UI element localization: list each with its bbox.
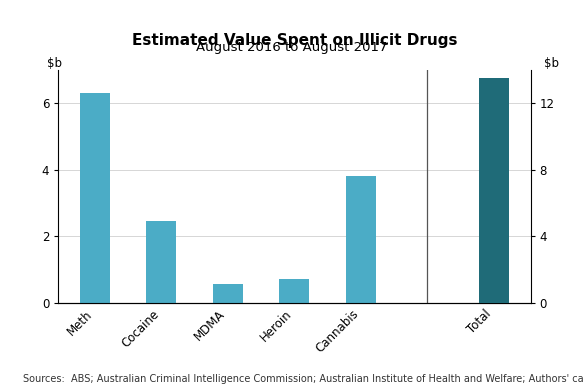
Title: Estimated Value Spent on Illicit Drugs: Estimated Value Spent on Illicit Drugs (132, 33, 457, 48)
Text: Sources:  ABS; Australian Criminal Intelligence Commission; Australian Institute: Sources: ABS; Australian Criminal Intell… (23, 374, 583, 384)
Bar (80, 93, 110, 303)
Text: $b: $b (544, 57, 559, 70)
Bar (479, 78, 509, 303)
Bar (146, 221, 177, 303)
Text: August 2016 to August 2017: August 2016 to August 2017 (196, 41, 387, 54)
Text: $b: $b (47, 57, 62, 70)
Bar (346, 176, 376, 303)
Bar (213, 284, 243, 303)
Bar (279, 279, 310, 303)
